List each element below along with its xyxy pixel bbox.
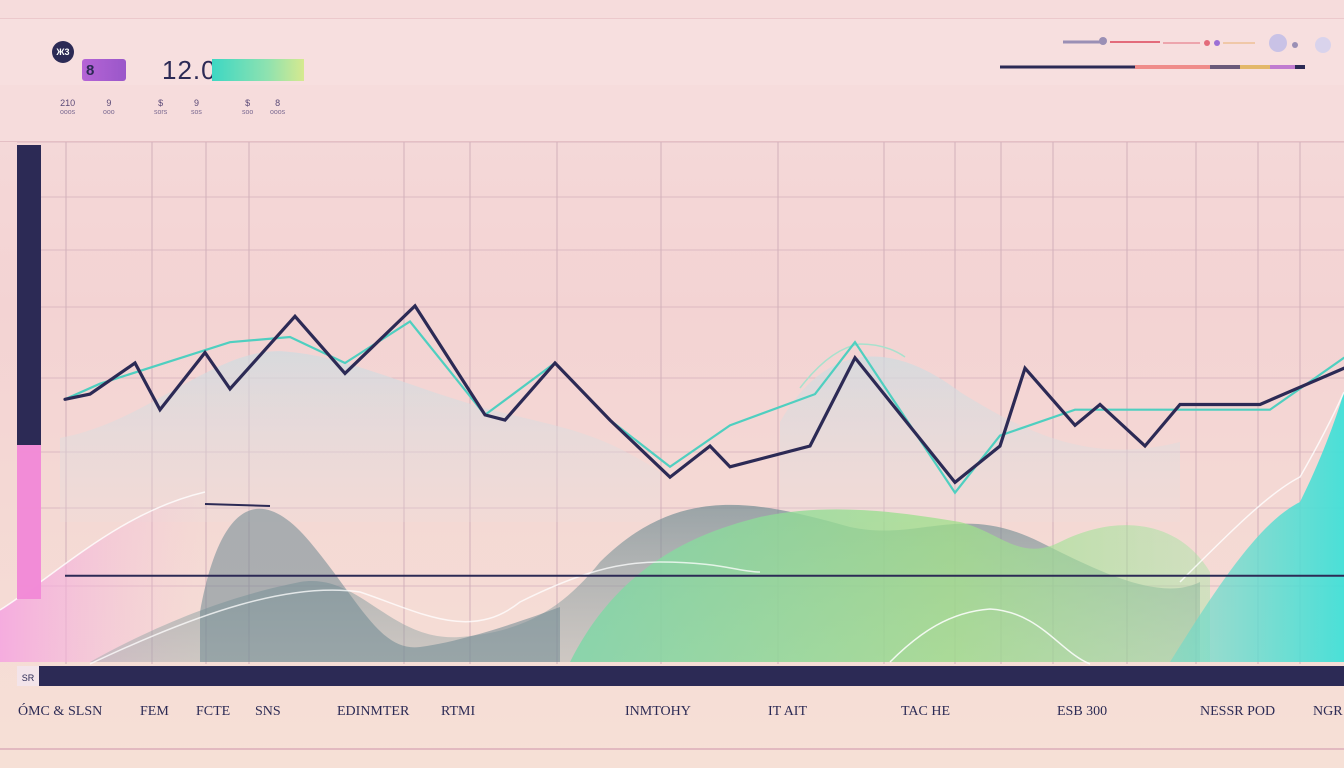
stat-item: $ sors xyxy=(154,98,168,116)
x-axis-label: SLSN xyxy=(68,704,103,719)
axis-corner xyxy=(17,666,39,686)
gradient-indicator xyxy=(212,59,304,81)
pink-area xyxy=(0,492,205,662)
stats-header xyxy=(0,85,1344,142)
track-marker xyxy=(1204,40,1210,46)
line-chart: SR xyxy=(0,142,1344,686)
x-axis-label: TAC HE xyxy=(901,704,951,719)
area-outline xyxy=(89,561,761,665)
marker-line xyxy=(204,503,271,507)
x-axis-bar xyxy=(17,666,1344,686)
stat-item: 9 sos xyxy=(191,98,202,116)
track-knob[interactable] xyxy=(1315,37,1331,53)
stat-item: $ soo xyxy=(242,98,254,116)
x-axis-label: RTMI xyxy=(441,704,476,719)
stat-item: 8 ooos xyxy=(270,98,286,116)
x-axis-label: ÓMC & xyxy=(18,704,65,719)
track-marker xyxy=(1214,40,1220,46)
x-axis-label: NESSR POD xyxy=(1200,704,1276,719)
legend-tracks xyxy=(1000,34,1331,69)
series-layer xyxy=(63,303,1344,495)
slate-peak xyxy=(200,508,560,662)
footer-divider xyxy=(0,748,1344,750)
value-pill[interactable]: 8 xyxy=(82,59,126,81)
x-axis-label: ESB 300 xyxy=(1057,704,1108,719)
level-bar-track xyxy=(17,145,41,445)
x-axis-label: INMTOHY xyxy=(625,704,691,719)
series-line-1 xyxy=(63,303,1344,485)
track-marker xyxy=(1292,42,1298,48)
stat-item: 210 ooos xyxy=(60,98,76,116)
x-axis-label: NGR xyxy=(1313,704,1343,719)
x-axis-label: IT AIT xyxy=(768,704,808,719)
x-axis-label: SNS xyxy=(255,704,281,719)
series-line-2 xyxy=(63,320,1344,495)
area-outline xyxy=(1179,391,1344,583)
x-axis-label: EDINMTER xyxy=(337,704,410,719)
logo-badge[interactable]: Ж3 xyxy=(52,41,74,63)
mist-area xyxy=(780,356,1180,522)
teal-area xyxy=(1170,392,1344,662)
level-bar-fill xyxy=(17,445,41,599)
axis-corner-label: SR xyxy=(22,673,35,683)
area-outline xyxy=(799,343,906,389)
headline-value: 12.0 xyxy=(162,55,217,85)
stat-item: 9 ooo xyxy=(103,98,115,116)
track-marker xyxy=(1099,37,1107,45)
mist-area xyxy=(60,351,660,522)
x-axis-label: FEM xyxy=(140,704,169,719)
track-knob[interactable] xyxy=(1269,34,1287,52)
background-areas xyxy=(0,343,1344,665)
x-axis-label: FCTE xyxy=(196,704,231,719)
top-toolbar: Ж3 8 12.0 xyxy=(0,18,1344,86)
green-area xyxy=(570,509,1210,662)
area-outline xyxy=(889,608,1091,665)
